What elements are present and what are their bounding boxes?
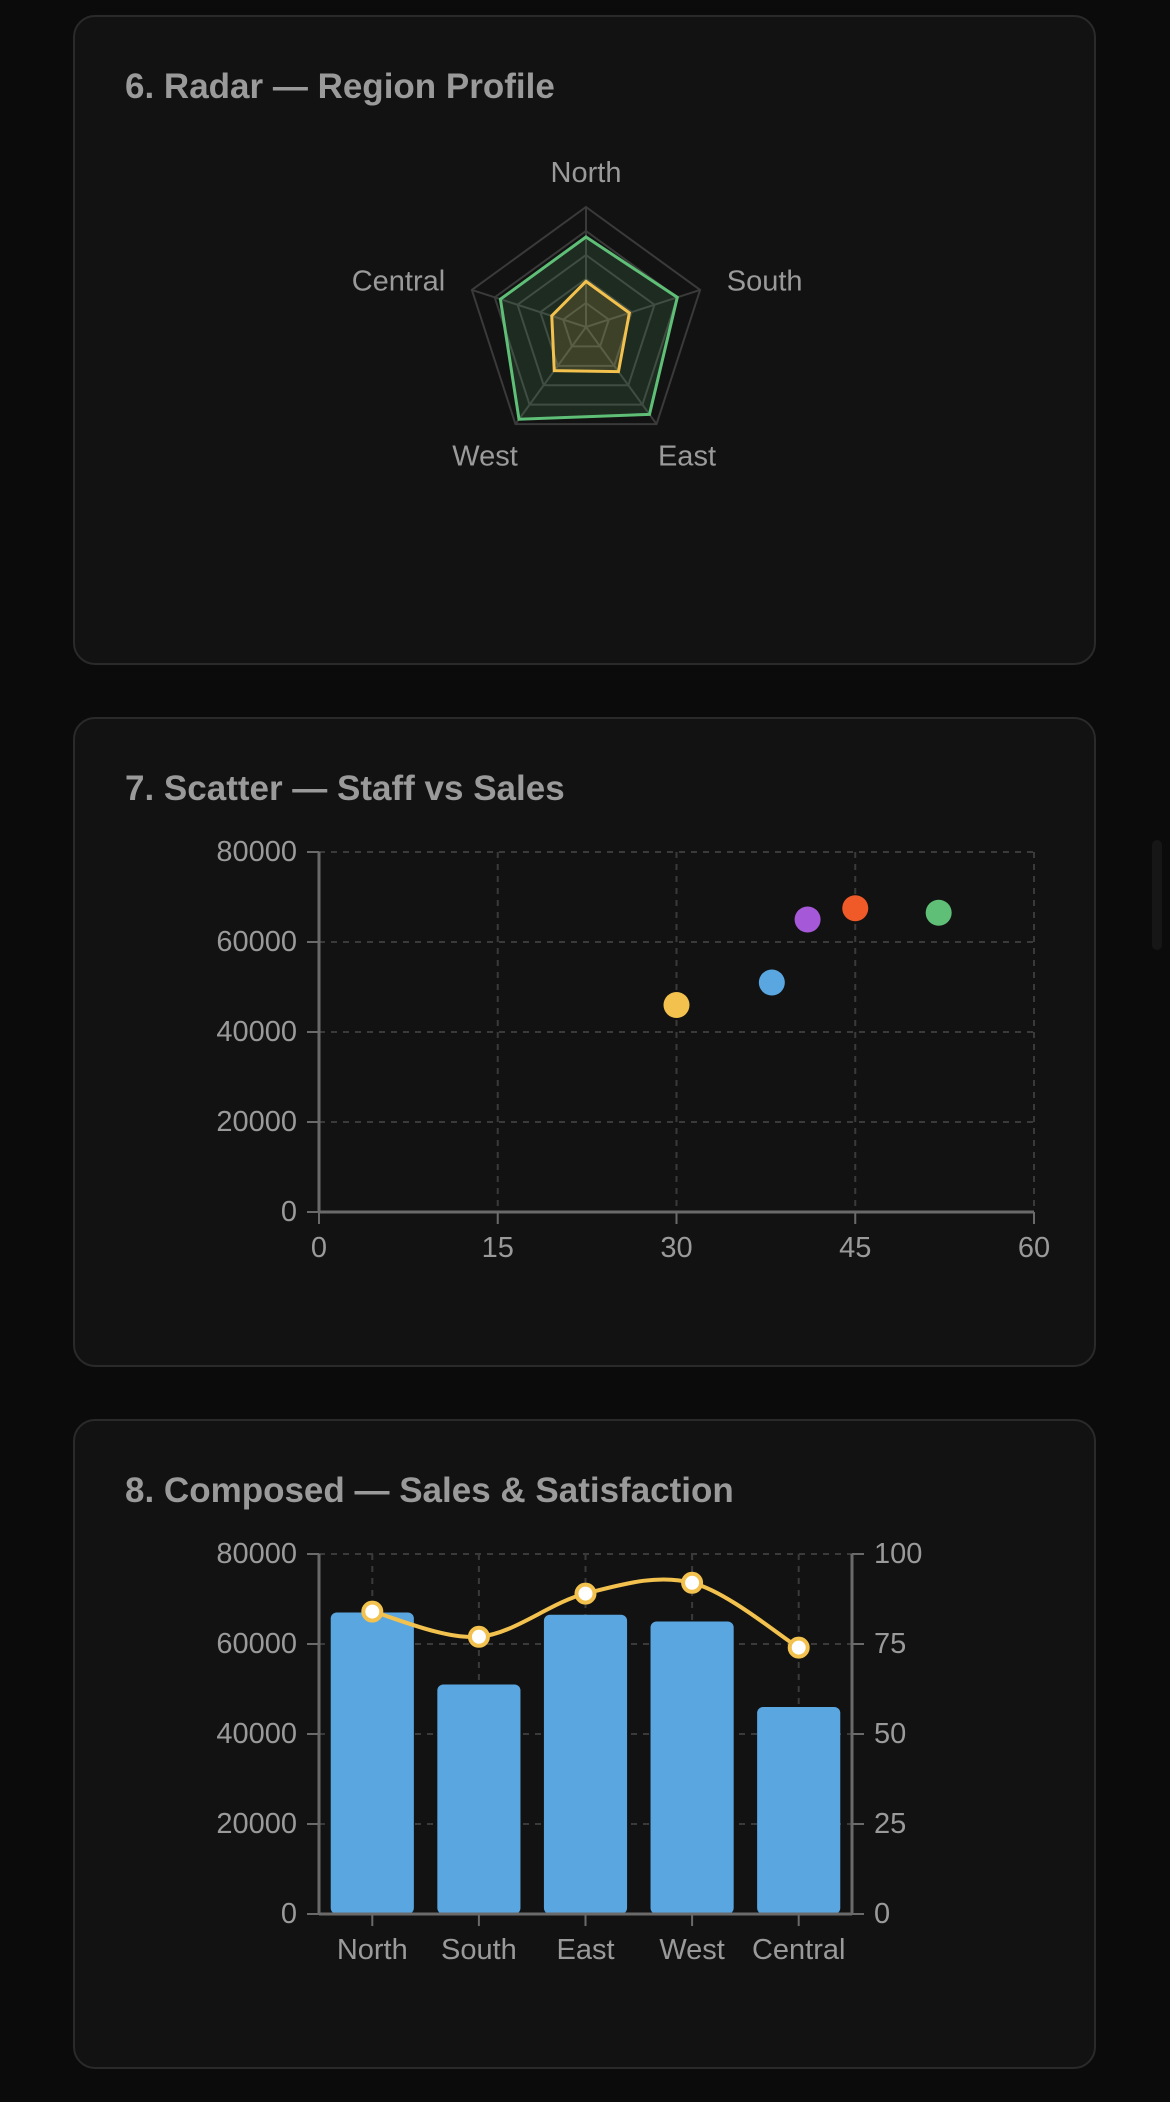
scatter-y-tick-label: 0 <box>281 1196 297 1228</box>
composed-chart-card: 8. Composed — Sales & Satisfaction 0 2000… <box>73 1419 1096 2069</box>
radar-grid-ring <box>561 301 611 348</box>
radar-axis-label: West <box>452 441 518 473</box>
composed-bar <box>543 1614 628 1914</box>
composed-line-point <box>467 1625 490 1648</box>
scatter-x-tick-label: 45 <box>839 1232 871 1264</box>
scrollbar-thumb[interactable] <box>1152 840 1162 950</box>
radar-spoke <box>585 288 701 328</box>
composed-bar <box>757 1707 841 1914</box>
scatter-point <box>794 906 821 933</box>
scatter-point <box>758 969 785 996</box>
composed-line-point <box>787 1636 810 1659</box>
scatter-point <box>663 992 690 1018</box>
radar-spoke <box>514 326 587 425</box>
scatter-x-tick-label: 15 <box>482 1232 514 1264</box>
radar-axis-label: Central <box>352 265 446 297</box>
radar-grid-ring <box>470 205 702 426</box>
composed-bar <box>330 1612 414 1914</box>
radar-chart-title: 6. Radar — Region Profile <box>125 67 555 106</box>
composed-bar <box>650 1621 734 1914</box>
radar-grid-ring <box>516 253 656 387</box>
composed-line-point <box>574 1582 597 1605</box>
radar-axis-label: East <box>658 441 716 473</box>
composed-right-tick-label: 75 <box>874 1628 906 1660</box>
composed-left-tick-label: 20000 <box>216 1808 297 1840</box>
radar-spoke <box>585 326 658 425</box>
composed-right-tick-label: 100 <box>874 1538 922 1570</box>
scatter-x-tick-label: 60 <box>1018 1232 1050 1264</box>
scatter-chart-title: 7. Scatter — Staff vs Sales <box>125 769 565 808</box>
radar-series-0 <box>498 235 680 421</box>
radar-spoke <box>471 288 587 328</box>
scatter-chart-card: 7. Scatter — Staff vs Sales 0 15 30 45 60 0 20… <box>73 717 1096 1367</box>
composed-left-tick-label: 80000 <box>216 1538 297 1570</box>
composed-line-point <box>361 1600 384 1623</box>
radar-chart-card: 6. Radar — Region Profile North South East… <box>73 15 1096 665</box>
composed-x-tick-label: South <box>441 1934 517 1966</box>
radar-axis-label: North <box>551 157 622 189</box>
composed-right-tick-label: 50 <box>874 1718 906 1750</box>
composed-x-tick-label: Central <box>752 1934 846 1966</box>
composed-left-tick-label: 40000 <box>216 1718 297 1750</box>
scatter-y-tick-label: 80000 <box>216 836 297 868</box>
scatter-y-tick-label: 20000 <box>216 1106 297 1138</box>
radar-axis-label: South <box>727 265 803 297</box>
composed-right-tick-label: 0 <box>874 1898 890 1930</box>
composed-right-tick-label: 25 <box>874 1808 906 1840</box>
composed-chart-title: 8. Composed — Sales & Satisfaction <box>125 1471 734 1510</box>
scatter-point <box>842 895 869 922</box>
composed-x-tick-label: East <box>556 1934 614 1966</box>
composed-chart: 0 20000 40000 60000 80000 0 25 50 75 100 North Sout… <box>216 1538 922 1966</box>
scatter-x-tick-label: 0 <box>311 1232 327 1264</box>
composed-left-tick-label: 60000 <box>216 1628 297 1660</box>
composed-bar <box>437 1684 521 1914</box>
composed-x-tick-label: West <box>659 1934 725 1966</box>
scatter-chart: 0 15 30 45 60 0 20000 40000 60000 80000 <box>216 836 1050 1264</box>
scatter-y-tick-label: 60000 <box>216 926 297 958</box>
composed-line-point <box>681 1571 704 1594</box>
radar-chart: North South East West Central <box>352 157 803 473</box>
composed-left-tick-label: 0 <box>281 1898 297 1930</box>
radar-grid-ring <box>539 277 633 367</box>
radar-series-1 <box>550 279 632 374</box>
scatter-y-tick-label: 40000 <box>216 1016 297 1048</box>
scatter-point <box>925 899 952 926</box>
scatter-x-tick-label: 30 <box>660 1232 692 1264</box>
composed-x-tick-label: North <box>337 1934 408 1966</box>
